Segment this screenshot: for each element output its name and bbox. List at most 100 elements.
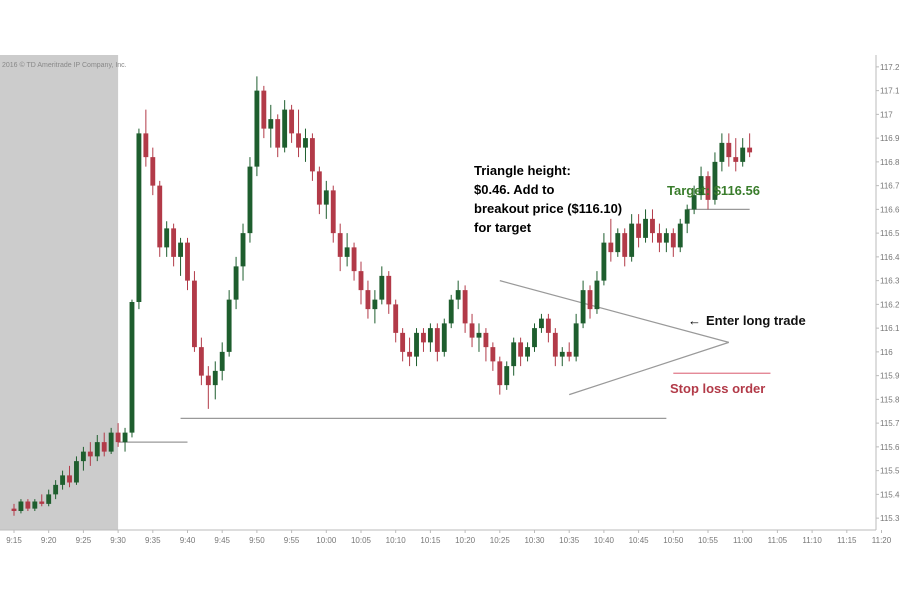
candle <box>198 337 204 386</box>
candle <box>400 328 406 362</box>
candle-body <box>434 328 440 352</box>
candle <box>289 104 295 143</box>
y-axis-ticks: 115.3 115.4 115.5 115.6 115.7 115.8 115.9 116 11… <box>876 63 900 523</box>
candle-body <box>441 323 447 352</box>
candle-body <box>94 442 100 457</box>
candle-body <box>539 318 544 329</box>
x-tick-label: 10:25 <box>490 536 511 545</box>
candle-body <box>705 176 711 200</box>
candle-body <box>282 109 288 148</box>
x-tick-label: 9:30 <box>110 536 126 545</box>
x-tick-label: 10:00 <box>316 536 337 545</box>
candle-body <box>559 351 565 357</box>
candle-body <box>233 266 239 300</box>
y-tick-label: 117.1 <box>880 87 900 96</box>
candle <box>337 223 343 272</box>
x-tick-label: 10:50 <box>663 536 684 545</box>
candle-body <box>212 370 218 386</box>
candle <box>18 499 24 514</box>
candle-body <box>372 299 378 310</box>
candle <box>233 256 239 310</box>
y-tick-label: 115.7 <box>880 419 900 428</box>
candle <box>296 109 301 158</box>
candle-body <box>483 332 489 348</box>
candle <box>684 204 690 234</box>
candle-body <box>698 176 704 196</box>
candle-body <box>60 475 66 485</box>
candle <box>608 218 614 262</box>
candle <box>650 209 655 243</box>
candle <box>504 361 510 390</box>
candle <box>80 446 86 471</box>
candle <box>705 171 711 210</box>
candle <box>469 313 475 348</box>
candle <box>143 109 149 167</box>
candle-body <box>74 461 79 483</box>
x-tick-label: 9:25 <box>76 536 92 545</box>
candle-body <box>476 332 482 338</box>
candle-body <box>351 247 357 272</box>
candle <box>358 261 364 305</box>
candle <box>316 166 322 215</box>
candle <box>101 432 107 457</box>
candle <box>108 427 114 454</box>
candle <box>483 328 489 362</box>
candle-body <box>726 142 732 158</box>
candle <box>275 114 281 158</box>
candle <box>344 233 350 267</box>
candle-body <box>566 351 572 357</box>
candle-body <box>636 223 642 238</box>
candle-body <box>545 318 551 333</box>
triangle-height-label: Triangle height: $0.46. Add to breakout … <box>474 163 626 235</box>
candle <box>691 185 697 215</box>
candle-body <box>518 342 524 357</box>
candle <box>178 237 183 276</box>
candle <box>309 133 315 181</box>
candle-body <box>316 171 322 205</box>
candle-body <box>67 475 72 483</box>
candle <box>441 318 447 357</box>
candle-body <box>261 90 267 129</box>
candle-body <box>650 218 655 234</box>
candle <box>726 133 732 167</box>
y-tick-label: 117 <box>880 110 893 119</box>
candle-body <box>247 166 253 234</box>
candle-body <box>226 299 232 352</box>
candle-body <box>136 133 142 302</box>
candle <box>407 337 413 367</box>
candle-body <box>157 185 163 248</box>
candle <box>539 313 544 333</box>
candle-body <box>511 342 517 367</box>
candle <box>497 356 503 395</box>
triangle-line <box>499 280 729 343</box>
candle <box>421 328 426 352</box>
candle <box>164 221 170 257</box>
candle <box>580 280 586 329</box>
candle-body <box>656 233 662 243</box>
x-tick-label: 9:40 <box>180 536 196 545</box>
candle-body <box>684 209 690 224</box>
y-tick-label: 116.1 <box>880 324 900 333</box>
candle <box>636 214 642 248</box>
x-tick-label: 10:20 <box>455 536 476 545</box>
candle <box>282 100 288 153</box>
candle-body <box>525 347 530 357</box>
candle-body <box>185 242 190 281</box>
candle-body <box>171 228 177 257</box>
candle-body <box>663 233 669 243</box>
candle-body <box>393 304 399 333</box>
candle <box>219 342 225 381</box>
candle-body <box>497 361 503 386</box>
x-tick-label: 9:45 <box>214 536 230 545</box>
y-tick-label: 115.6 <box>880 443 900 452</box>
candle <box>545 313 551 343</box>
candle-body <box>622 233 628 257</box>
candle-body <box>643 218 648 238</box>
candle-body <box>303 138 308 148</box>
premarket-shading <box>0 55 119 530</box>
candle-body <box>580 290 586 324</box>
y-tick-label: 116 <box>880 348 893 357</box>
candle <box>427 323 433 352</box>
candle-body <box>462 290 468 324</box>
candles <box>11 76 753 516</box>
